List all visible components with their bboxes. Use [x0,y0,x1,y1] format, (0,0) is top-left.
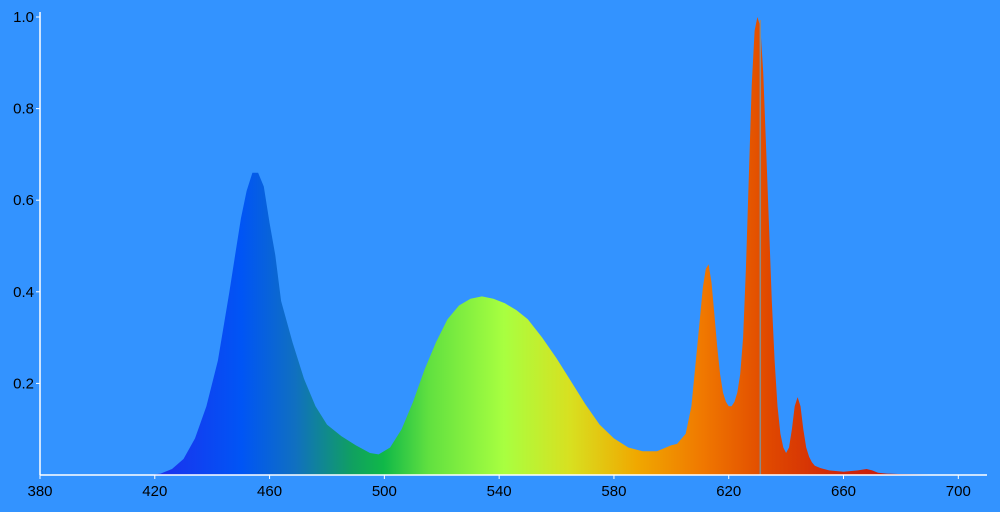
x-tick-label: 580 [601,483,626,500]
x-tick-label: 540 [487,483,512,500]
spectrum-area [149,17,982,475]
x-tick-label: 380 [27,483,52,500]
x-tick-label: 700 [946,483,971,500]
y-tick-label: 0.8 [13,101,34,118]
y-tick-label: 1.0 [13,9,34,26]
x-tick-label: 620 [716,483,741,500]
x-tick-label: 660 [831,483,856,500]
y-tick-label: 0.2 [13,375,34,392]
axes [39,12,987,476]
y-tick-label: 0.6 [13,192,34,209]
y-axis-ticks: 0.2 0.4 0.6 0.8 1.0 [13,9,40,392]
x-tick-label: 500 [372,483,397,500]
y-tick-label: 0.4 [13,284,34,301]
plot-area [149,17,982,475]
x-tick-label: 420 [142,483,167,500]
x-tick-label: 460 [257,483,282,500]
x-axis-ticks: 380 420 460 500 540 580 620 660 700 [27,475,971,500]
